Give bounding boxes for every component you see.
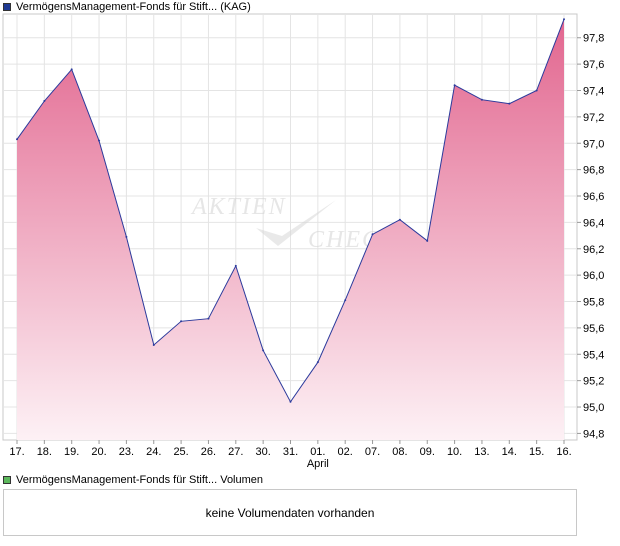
data-points xyxy=(16,18,565,403)
x-tick-label: 07. xyxy=(365,446,380,458)
price-chart: AKTIEN CHECK 94,895,095,295,495,695,896,… xyxy=(2,13,604,470)
x-tick-label: 16. xyxy=(556,446,571,458)
y-tick-label: 95,2 xyxy=(583,376,604,388)
y-tick-label: 95,0 xyxy=(583,402,604,414)
x-tick-label: 13. xyxy=(474,446,489,458)
x-tick-label: 24. xyxy=(146,446,161,458)
data-point xyxy=(289,400,292,403)
y-tick-label: 95,8 xyxy=(583,297,604,309)
y-tick-label: 96,2 xyxy=(583,244,604,256)
y-tick-label: 96,6 xyxy=(583,191,604,203)
data-point xyxy=(398,218,401,221)
data-point xyxy=(125,235,128,238)
y-tick-label: 94,8 xyxy=(583,428,604,440)
data-point xyxy=(98,139,101,142)
x-tick-label: 26. xyxy=(201,446,216,458)
data-point xyxy=(344,299,347,302)
data-point xyxy=(16,138,18,141)
x-tick-label: 14. xyxy=(502,446,517,458)
price-area-fill xyxy=(17,19,564,441)
x-tick-label: 15. xyxy=(529,446,544,458)
data-point xyxy=(234,264,237,267)
data-point xyxy=(371,233,374,236)
x-tick-label: 20. xyxy=(91,446,106,458)
data-point xyxy=(535,89,538,92)
x-tick-label: 23. xyxy=(119,446,134,458)
data-point xyxy=(480,98,483,101)
x-tick-label: 19. xyxy=(64,446,79,458)
data-point xyxy=(152,344,155,347)
x-tick-label: 17. xyxy=(9,446,24,458)
x-tick-label: 31. xyxy=(283,446,298,458)
watermark-aktien: AKTIEN xyxy=(190,194,287,220)
y-tick-label: 95,6 xyxy=(583,323,604,335)
data-point xyxy=(316,361,319,364)
data-point xyxy=(453,84,456,87)
price-legend-label: VermögensManagement-Fonds für Stift... (… xyxy=(16,1,251,13)
y-tick-label: 97,4 xyxy=(583,85,604,97)
x-tick-label: 25. xyxy=(173,446,188,458)
volume-legend-swatch xyxy=(3,476,11,484)
x-tick-label: 18. xyxy=(37,446,52,458)
y-tick-label: 97,2 xyxy=(583,112,604,124)
x-axis: 17. 18. 19. 20. 23. 24. 25. 26. 27. 30. 31. 01.Apri… xyxy=(9,440,572,470)
price-legend-swatch xyxy=(3,3,11,11)
volume-panel: keine Volumendaten vorhanden xyxy=(3,489,577,536)
y-axis: 94,8 95,0 95,2 95,4 95,6 95,8 96,0 96,2 96,4 96,6… xyxy=(577,33,604,440)
data-point xyxy=(70,68,73,71)
x-month-label: April xyxy=(307,458,329,470)
data-point xyxy=(508,102,511,105)
data-point xyxy=(563,18,565,21)
data-point xyxy=(426,239,429,242)
volume-legend: VermögensManagement-Fonds für Stift... V… xyxy=(3,473,263,487)
data-point xyxy=(43,100,46,103)
volume-empty-message: keine Volumendaten vorhanden xyxy=(205,505,375,520)
data-point xyxy=(180,320,183,323)
x-tick-label: 30. xyxy=(256,446,271,458)
y-tick-label: 96,4 xyxy=(583,217,604,229)
x-tick-label: 02. xyxy=(338,446,353,458)
data-point xyxy=(262,349,265,352)
x-tick-label: 10. xyxy=(447,446,462,458)
watermark-checkmark-icon xyxy=(256,200,336,246)
y-tick-label: 96,0 xyxy=(583,270,604,282)
price-legend: VermögensManagement-Fonds für Stift... (… xyxy=(3,0,251,14)
y-tick-label: 97,0 xyxy=(583,138,604,150)
x-tick-label: 09. xyxy=(420,446,435,458)
x-tick-label: 27. xyxy=(228,446,243,458)
y-tick-label: 95,4 xyxy=(583,349,604,361)
data-point xyxy=(207,317,210,320)
y-tick-label: 97,6 xyxy=(583,59,604,71)
x-tick-label: 01. xyxy=(310,446,325,458)
y-tick-label: 96,8 xyxy=(583,165,604,177)
volume-legend-label: VermögensManagement-Fonds für Stift... V… xyxy=(16,474,264,486)
x-tick-label: 08. xyxy=(392,446,407,458)
y-tick-label: 97,8 xyxy=(583,33,604,45)
